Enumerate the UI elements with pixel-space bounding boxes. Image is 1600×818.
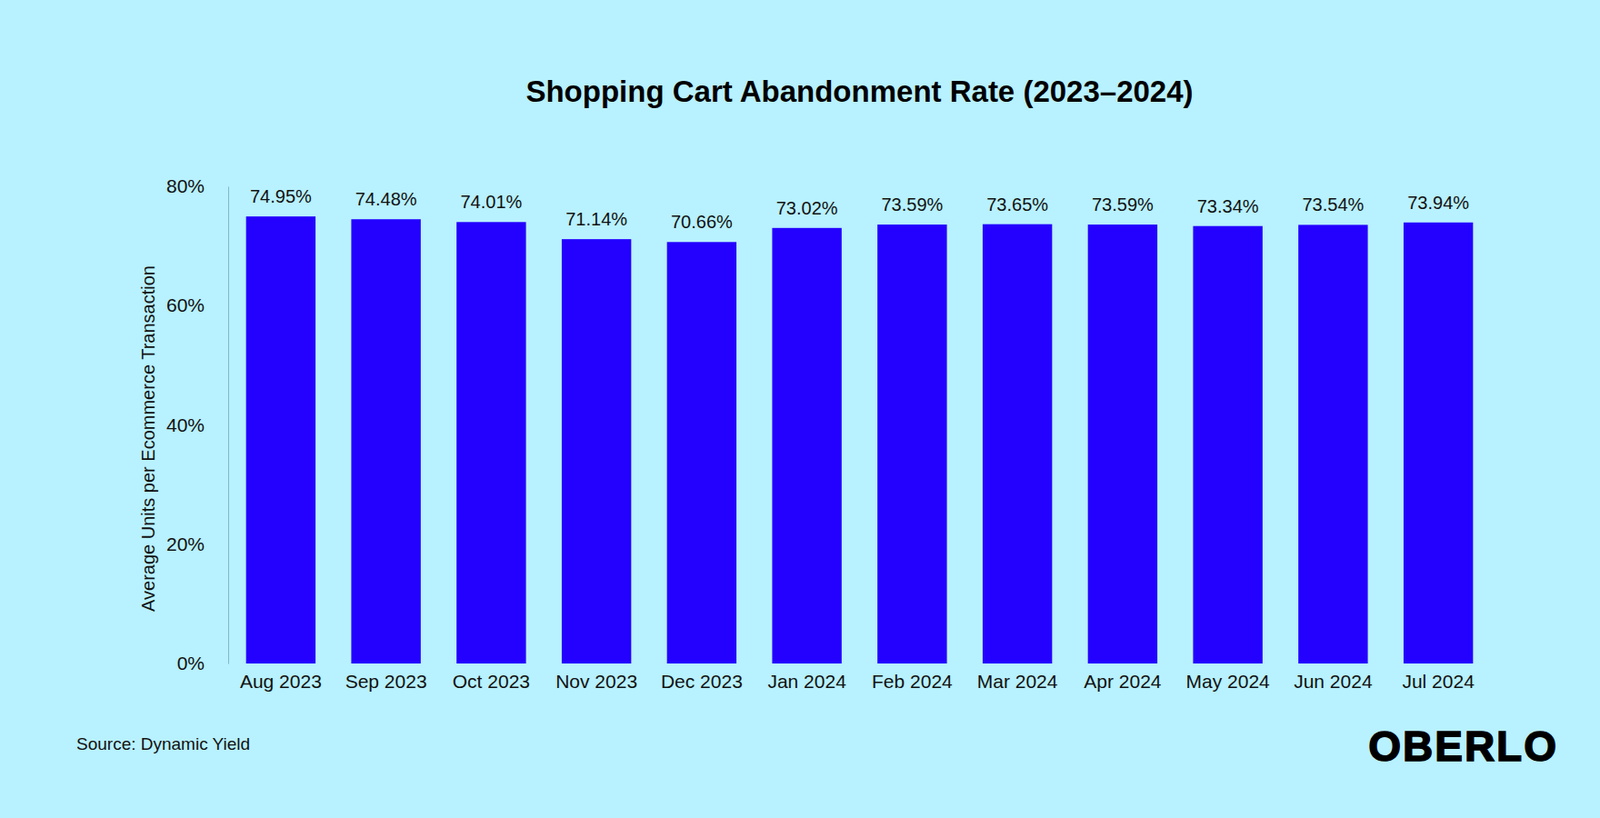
source: Source: Dynamic Yield	[76, 734, 250, 754]
x-tick-label: Jul 2024	[1401, 670, 1475, 692]
x-tick-label: Apr 2024	[1083, 670, 1162, 692]
data-labels: 74.95% 74.48% 74.01% 71.14% 70.66% 73.02% 73.5…	[250, 186, 1470, 232]
background	[0, 0, 1600, 818]
x-tick-label: Mar 2024	[977, 670, 1059, 692]
bar	[877, 224, 947, 664]
x-tick-label: Nov 2023	[555, 670, 638, 692]
bar	[561, 239, 631, 664]
x-tick-label: Jan 2024	[767, 670, 847, 692]
bar	[456, 221, 526, 664]
y-axis: 0% 20% 40% 60% 80%	[166, 175, 230, 674]
x-tick: Oct 2023	[452, 663, 530, 692]
x-tick-label: Sep 2023	[345, 670, 428, 692]
x-tick: Sep 2023	[345, 663, 428, 692]
x-tick: Aug 2023	[240, 663, 322, 692]
chart: 0% 20% 40% 60% 80% Aug 2023 Sep 2023 Oct 2023 No…	[0, 0, 1600, 818]
y-tick: 20%	[166, 533, 229, 555]
y-tick: 80%	[166, 175, 229, 197]
data-label: 73.34%	[1197, 196, 1260, 217]
x-tick-label: Dec 2023	[660, 670, 743, 692]
bars	[246, 216, 1474, 664]
y-axis-title: Average Units per Ecommerce Transaction	[138, 265, 159, 612]
x-tick: Mar 2024	[977, 663, 1059, 692]
bar	[1192, 226, 1262, 664]
data-label: 70.66%	[670, 211, 733, 232]
x-tick: Apr 2024	[1083, 663, 1162, 692]
x-tick-label: May 2024	[1186, 670, 1271, 692]
data-label: 73.59%	[880, 194, 943, 215]
data-label: 73.94%	[1407, 192, 1470, 213]
title: Shopping Cart Abandonment Rate (2023–202…	[525, 74, 1193, 109]
x-tick: Nov 2023	[555, 663, 638, 692]
data-label: 73.59%	[1091, 194, 1154, 215]
x-tick-label: Aug 2023	[240, 670, 322, 692]
plot: 0% 20% 40% 60% 80% Aug 2023 Sep 2023 Oct 2023 No…	[166, 175, 1475, 692]
bar	[350, 219, 420, 664]
x-tick: Jun 2024	[1293, 663, 1373, 692]
y-tick-label: 80%	[166, 175, 205, 197]
y-tick-label: 40%	[166, 414, 205, 436]
x-tick: May 2024	[1186, 663, 1271, 692]
data-label: 74.01%	[460, 191, 522, 212]
x-tick-label: Oct 2023	[452, 670, 530, 692]
data-label: 73.54%	[1301, 194, 1364, 215]
bar	[667, 241, 737, 664]
bar	[1298, 224, 1368, 664]
data-label: 74.95%	[250, 186, 312, 207]
x-axis: Aug 2023 Sep 2023 Oct 2023 Nov 2023 Dec 2023…	[240, 663, 1475, 692]
y-axis-line	[228, 187, 230, 665]
y-tick: 0%	[177, 652, 229, 674]
y-tick-label: 60%	[166, 294, 205, 316]
x-tick: Dec 2023	[660, 663, 743, 692]
bar	[1403, 222, 1473, 664]
bar	[982, 224, 1052, 664]
data-label: 73.65%	[986, 194, 1049, 215]
y-tick: 40%	[166, 414, 229, 436]
y-tick-label: 0%	[177, 652, 205, 674]
x-tick-label: Feb 2024	[871, 670, 953, 692]
x-tick: Jul 2024	[1401, 663, 1475, 692]
data-label: 74.48%	[355, 189, 418, 210]
bar	[771, 228, 841, 664]
bar	[246, 216, 316, 664]
x-tick-label: Jun 2024	[1293, 670, 1373, 692]
y-tick: 60%	[166, 294, 229, 316]
x-tick: Feb 2024	[871, 663, 953, 692]
data-label: 73.02%	[776, 198, 839, 219]
bar	[1088, 224, 1158, 664]
data-label: 71.14%	[565, 209, 628, 230]
x-tick: Jan 2024	[767, 663, 847, 692]
y-tick-label: 20%	[166, 533, 205, 555]
logo: OBERLO	[1368, 722, 1559, 770]
